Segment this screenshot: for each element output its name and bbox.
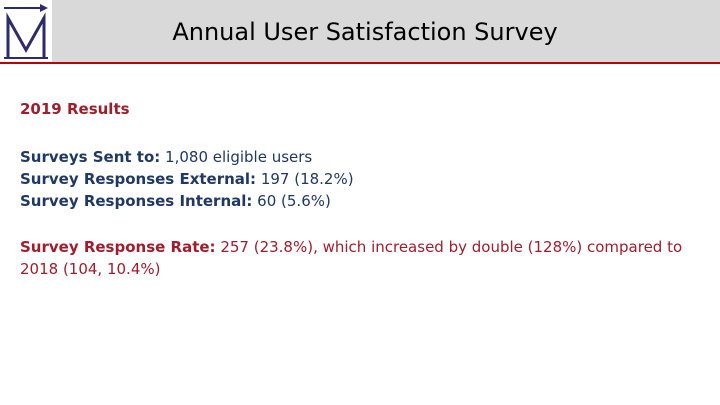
response-rate: Survey Response Rate: 257 (23.8%), which… [20, 236, 710, 280]
page-title: Annual User Satisfaction Survey [172, 18, 558, 46]
stat-internal: Survey Responses Internal: 60 (5.6%) [20, 190, 710, 212]
results-heading: 2019 Results [20, 100, 130, 118]
slide-header: Annual User Satisfaction Survey [0, 0, 720, 64]
stat-label: Survey Responses External: [20, 170, 257, 188]
stat-value: 60 (5.6%) [252, 192, 331, 210]
stat-external: Survey Responses External: 197 (18.2%) [20, 168, 710, 190]
m-logo-icon [0, 0, 52, 62]
logo [0, 0, 52, 62]
stat-label: Survey Responses Internal: [20, 192, 253, 210]
stat-label: Surveys Sent to: [20, 148, 161, 166]
stat-value: 197 (18.2%) [256, 170, 354, 188]
slide-content: 2019 Results Surveys Sent to: 1,080 elig… [20, 98, 710, 280]
stat-value: 1,080 eligible users [160, 148, 313, 166]
stat-sent: Surveys Sent to: 1,080 eligible users [20, 146, 710, 168]
rate-label: Survey Response Rate: [20, 238, 216, 256]
rate-value: 257 (23.8%), which increased by double (… [20, 238, 683, 278]
